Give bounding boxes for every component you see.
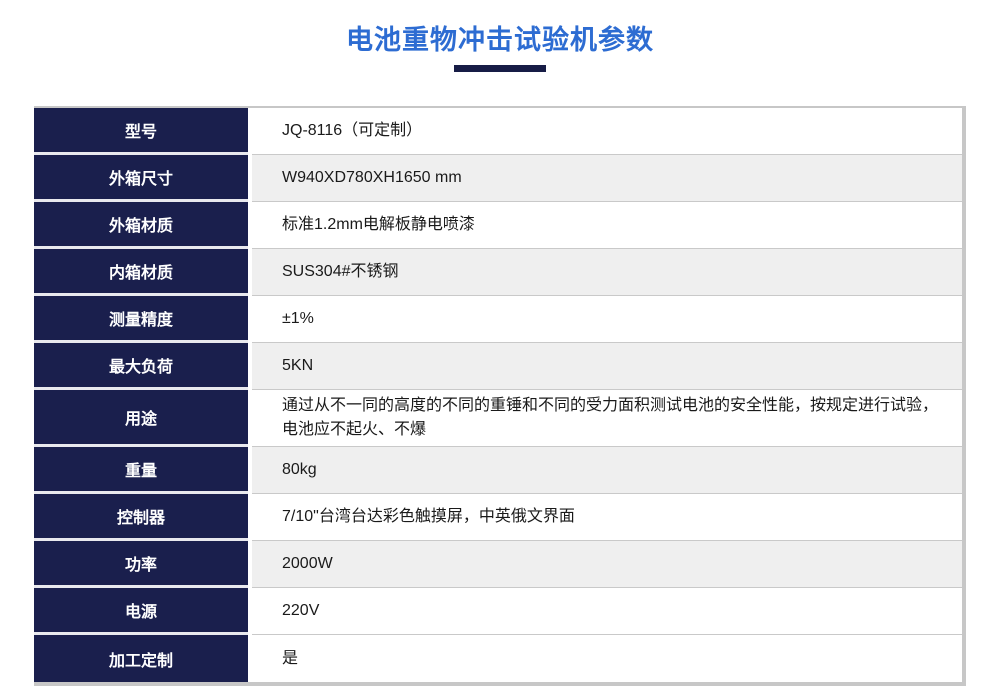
spec-label: 最大负荷 [34,343,248,390]
spec-value-text: 220V [282,602,320,619]
page-title: 电池重物冲击试验机参数 [346,25,654,55]
spec-value-text: W940XD780XH1650 mm [282,169,462,186]
table-row: 外箱尺寸 W940XD780XH1650 mm [34,155,962,202]
table-row: 最大负荷 5KN [34,343,962,390]
table-row: 加工定制 是 [34,635,962,682]
spec-value: ±1% [252,296,962,343]
spec-label: 功率 [34,541,248,588]
spec-label: 控制器 [34,494,248,541]
spec-value: SUS304#不锈钢 [252,249,962,296]
spec-value-text: 7/10"台湾台达彩色触摸屏，中英俄文界面 [282,508,575,525]
spec-label: 型号 [34,108,248,155]
spec-label: 用途 [34,390,248,447]
table-row: 用途 通过从不一同的高度的不同的重锤和不同的受力面积测试电池的安全性能，按规定进… [34,390,962,447]
spec-value-text: 5KN [282,357,314,374]
spec-value: 220V [252,588,962,635]
spec-label: 加工定制 [34,635,248,682]
spec-value: W940XD780XH1650 mm [252,155,962,202]
spec-value-text: SUS304#不锈钢 [282,263,399,280]
spec-table: 型号 JQ-8116（可定制） 外箱尺寸 W940XD780XH1650 mm … [34,106,966,686]
table-row: 控制器 7/10"台湾台达彩色触摸屏，中英俄文界面 [34,494,962,541]
spec-value: 标准1.2mm电解板静电喷漆 [252,202,962,249]
table-row: 测量精度 ±1% [34,296,962,343]
table-row: 功率 2000W [34,541,962,588]
spec-value-text: 通过从不一同的高度的不同的重锤和不同的受力面积测试电池的安全性能，按规定进行试验… [282,397,939,438]
spec-value: 2000W [252,541,962,588]
spec-value-text: 标准1.2mm电解板静电喷漆 [282,216,475,233]
table-row: 外箱材质 标准1.2mm电解板静电喷漆 [34,202,962,249]
spec-value: 80kg [252,447,962,494]
spec-label: 电源 [34,588,248,635]
table-row: 电源 220V [34,588,962,635]
spec-value-text: 80kg [282,461,317,478]
spec-label: 测量精度 [34,296,248,343]
spec-value: 通过从不一同的高度的不同的重锤和不同的受力面积测试电池的安全性能，按规定进行试验… [252,390,962,447]
title-underline [454,65,546,72]
table-row: 内箱材质 SUS304#不锈钢 [34,249,962,296]
header: 电池重物冲击试验机参数 [0,0,1000,72]
spec-value-text: ±1% [282,310,314,327]
spec-value: JQ-8116（可定制） [252,108,962,155]
spec-value: 是 [252,635,962,682]
spec-label: 重量 [34,447,248,494]
spec-value: 5KN [252,343,962,390]
spec-value: 7/10"台湾台达彩色触摸屏，中英俄文界面 [252,494,962,541]
table-row: 重量 80kg [34,447,962,494]
spec-label: 内箱材质 [34,249,248,296]
spec-value-text: JQ-8116（可定制） [282,122,423,139]
spec-label: 外箱材质 [34,202,248,249]
spec-value-text: 2000W [282,555,333,572]
table-row: 型号 JQ-8116（可定制） [34,108,962,155]
spec-label: 外箱尺寸 [34,155,248,202]
spec-value-text: 是 [282,649,299,667]
